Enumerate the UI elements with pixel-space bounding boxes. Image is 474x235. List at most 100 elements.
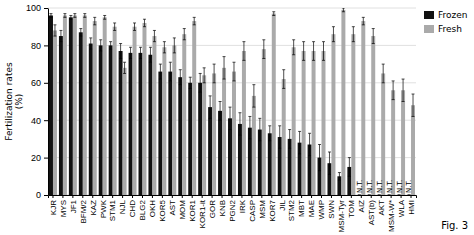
error-bar [302, 42, 305, 61]
error-bar [189, 77, 192, 88]
error-bar [129, 47, 132, 58]
x-tick-mark [381, 195, 382, 198]
x-tick: OKH [148, 195, 157, 217]
x-tick-label: MYS [59, 200, 68, 217]
error-bar [219, 102, 222, 121]
bar [59, 36, 63, 195]
error-bar [268, 126, 271, 141]
annotation: N.T. [386, 180, 394, 193]
x-tick-mark [62, 195, 63, 198]
y-tick: 60 [31, 78, 48, 88]
x-tick-label: OKH [148, 200, 157, 218]
bar [262, 49, 266, 195]
error-bar [282, 70, 285, 89]
error-bar [358, 195, 361, 196]
x-axis: KJRMYSJF1BFM/2KAZPWKSTM1NJLCHDBLG2OKHKOR… [49, 195, 417, 232]
annotation: N.T. [366, 180, 374, 193]
bar [322, 51, 326, 195]
error-bar [342, 8, 345, 12]
bar [188, 83, 192, 195]
error-bar [232, 62, 235, 81]
x-tick-mark [251, 195, 252, 198]
error-bar [292, 40, 295, 55]
error-bar [99, 40, 102, 51]
bar [292, 47, 296, 195]
x-tick: KAZ [89, 195, 98, 216]
x-tick: MSM-Tyr [337, 195, 346, 232]
bar [182, 34, 186, 195]
bar [152, 36, 156, 195]
bar [162, 47, 166, 195]
x-tick: GOR [208, 195, 217, 218]
y-tick-label: 100 [26, 3, 41, 13]
x-tick-mark [202, 195, 203, 198]
legend-item: Fresh [424, 24, 462, 34]
error-bar [242, 42, 245, 61]
bar [99, 45, 103, 195]
error-bar [332, 27, 335, 42]
bar [381, 73, 385, 195]
bar [357, 195, 361, 196]
bar [232, 72, 236, 195]
y-tick: 80 [31, 41, 48, 51]
x-tick: STM2 [287, 195, 296, 221]
bar [123, 68, 127, 195]
x-tick: AIZ [357, 195, 366, 212]
y-tick-label: 80 [31, 41, 41, 51]
x-tick-mark [261, 195, 262, 198]
error-bar [288, 130, 291, 149]
error-bar [209, 96, 212, 118]
error-bar [412, 94, 415, 116]
x-tick-label: BLG2 [138, 199, 147, 220]
y-tick-label: 20 [31, 153, 41, 163]
x-tick: KOR5 [158, 195, 167, 222]
bar [158, 72, 162, 195]
error-bar [368, 195, 371, 196]
x-tick: MAE [307, 195, 316, 217]
error-bar [179, 70, 182, 85]
x-tick: KOR7 [268, 195, 277, 222]
y-axis: 020406080100 [26, 3, 49, 200]
bar [407, 195, 411, 196]
bar [401, 90, 405, 195]
x-tick-label: KNB [218, 200, 227, 216]
x-tick: KOR1 [188, 195, 197, 222]
bar [168, 72, 172, 195]
x-tick-label: MSM-W* [387, 200, 396, 232]
chart: KJRMYSJF1BFM/2KAZPWKSTM1NJLCHDBLG2OKHKOR… [0, 0, 474, 235]
y-tick-mark [44, 158, 48, 159]
annotations: N.T.N.T.N.T.N.T.N.T.N.T. [356, 180, 414, 193]
error-bar [402, 79, 405, 101]
x-tick-label: KJR [49, 200, 58, 215]
x-tick-mark [331, 195, 332, 198]
x-tick-mark [212, 195, 213, 198]
x-tick-label: MAE [307, 200, 316, 217]
error-bar [183, 29, 186, 40]
x-tick: AKT [377, 195, 386, 216]
bar [93, 21, 97, 195]
x-tick: KNB [218, 195, 227, 216]
error-bar [169, 62, 172, 81]
error-bar [83, 14, 86, 18]
x-tick-label: MOM [178, 200, 187, 220]
annotation: N.T. [396, 180, 404, 193]
x-tick: IRK [238, 195, 247, 213]
error-bar [238, 113, 241, 135]
bar [202, 75, 206, 195]
y-axis-title: Fertilization rates(%) [4, 62, 24, 141]
x-tick-label: TOM [347, 200, 356, 218]
x-tick-label: IRK [238, 199, 247, 213]
x-tick: PWK [99, 195, 108, 218]
x-tick: MSM [258, 195, 267, 219]
error-bar [352, 27, 355, 42]
x-tick: KJR [49, 195, 58, 215]
x-tick-label: CASP [248, 200, 257, 222]
legend-swatch [424, 25, 434, 33]
bar [341, 10, 345, 195]
bar [371, 36, 375, 195]
error-bar [338, 173, 341, 180]
error-bar [113, 23, 116, 30]
error-bar [298, 131, 301, 153]
y-tick-mark [44, 83, 48, 84]
error-bar [79, 29, 82, 36]
